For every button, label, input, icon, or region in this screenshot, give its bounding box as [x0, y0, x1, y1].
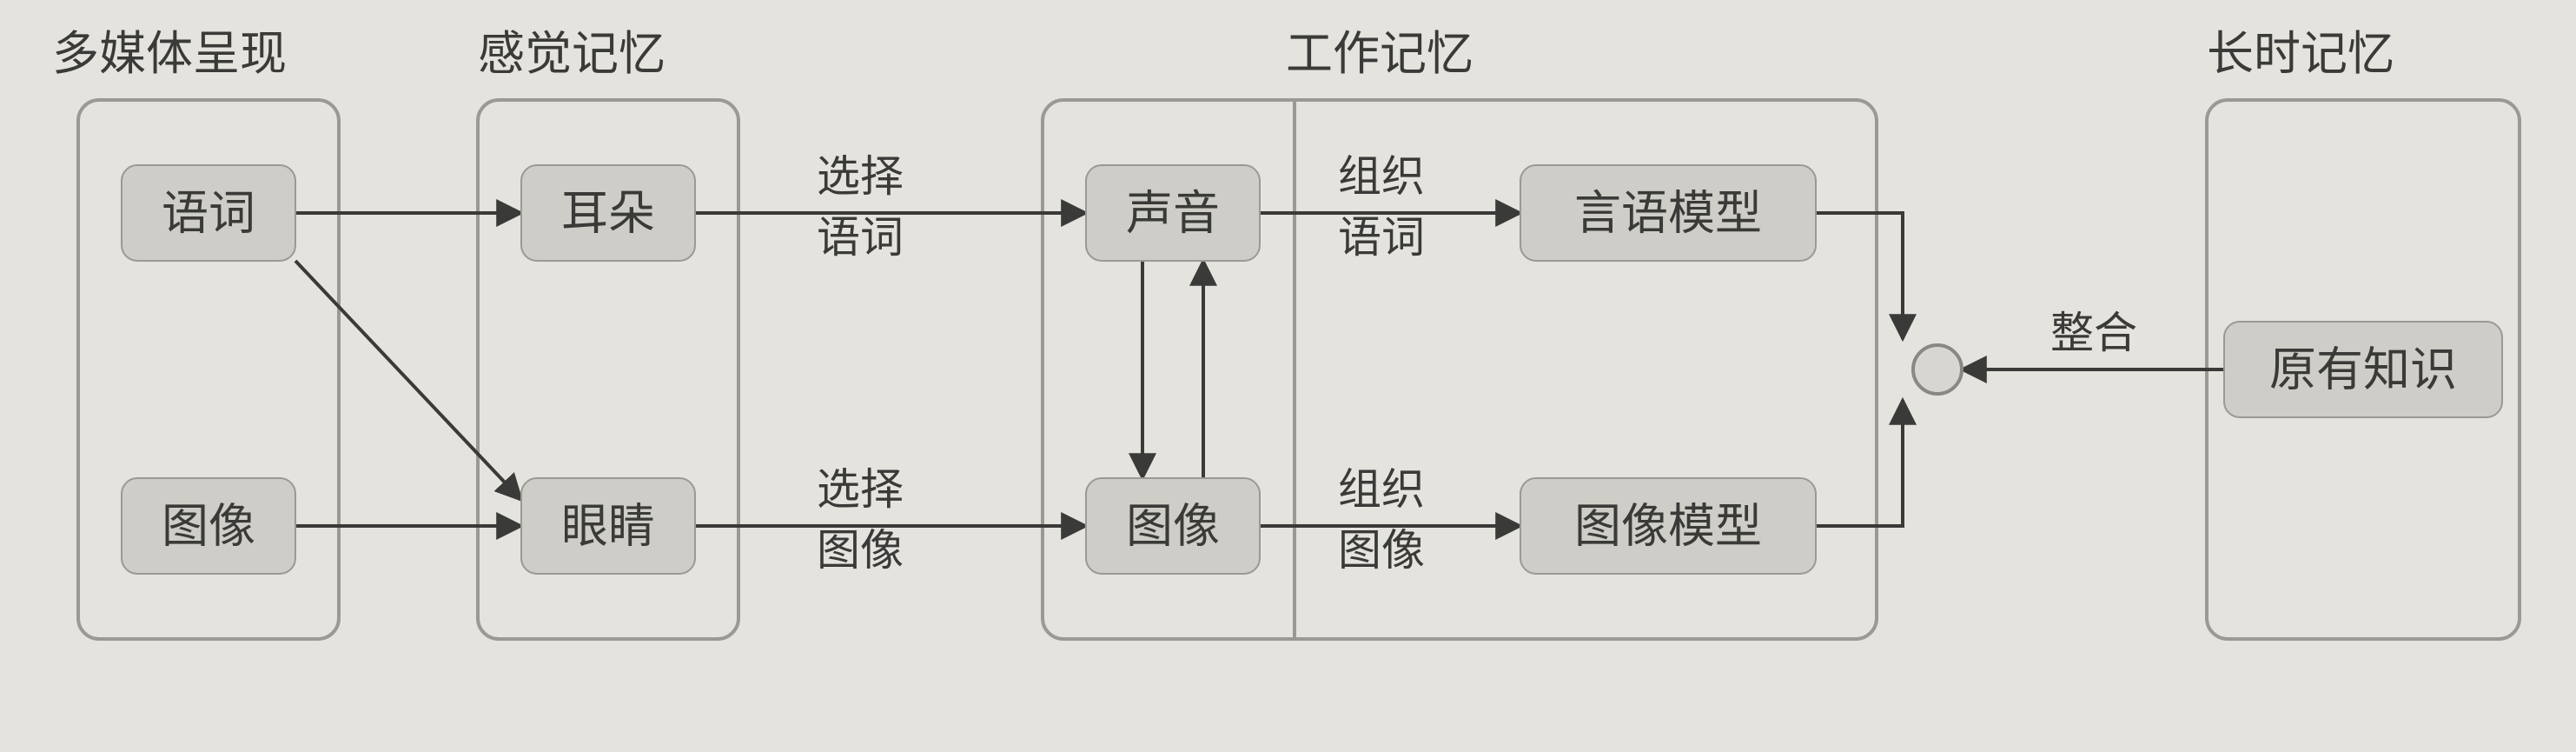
- node-words: 语词: [122, 165, 295, 261]
- node-wk_image: 图像: [1086, 478, 1260, 574]
- group-presentation-title: 多媒体呈现: [52, 28, 287, 80]
- node-verbal_mdl-label: 言语模型: [1574, 187, 1762, 239]
- node-image_mdl: 图像模型: [1520, 478, 1816, 574]
- edge-sound-to-verbal_mdl-label1: 组织: [1338, 152, 1425, 201]
- edge-wk_image-to-image_mdl-label1: 组织: [1338, 465, 1425, 514]
- edge-ears-to-sound-label1: 选择: [817, 152, 904, 201]
- node-ears-label: 耳朵: [561, 187, 655, 239]
- edge-eyes-to-wk_image-label1: 选择: [817, 465, 904, 514]
- integration-node: [1913, 345, 1962, 394]
- node-verbal_mdl: 言语模型: [1520, 165, 1816, 261]
- edge-wk_image-to-image_mdl-label2: 图像: [1338, 526, 1425, 575]
- node-eyes: 眼睛: [521, 478, 695, 574]
- node-sound-label: 声音: [1126, 187, 1220, 239]
- edge-eyes-to-wk_image-label2: 图像: [817, 526, 904, 575]
- edge-sound-to-verbal_mdl-label2: 语词: [1338, 213, 1425, 262]
- edge-ears-to-sound-label2: 语词: [817, 213, 904, 262]
- edge-prior-to-circle-label1: 整合: [2050, 309, 2137, 357]
- node-images-label: 图像: [162, 500, 255, 552]
- edge-verbal_mdl-to-circle: [1816, 213, 1903, 339]
- edge-image_mdl-to-circle: [1816, 400, 1903, 526]
- node-wk_image-label: 图像: [1126, 500, 1220, 552]
- group-working-title: 工作记忆: [1286, 28, 1473, 80]
- flowchart-diagram: 多媒体呈现 感觉记忆 工作记忆 长时记忆 选择语词选择图像组织语词组织图像整合 …: [0, 0, 2576, 752]
- node-words-label: 语词: [162, 187, 255, 239]
- group-longterm-title: 长时记忆: [2207, 28, 2394, 80]
- node-images: 图像: [122, 478, 295, 574]
- group-sensory-title: 感觉记忆: [478, 28, 666, 80]
- node-image_mdl-label: 图像模型: [1574, 500, 1762, 552]
- node-prior: 原有知识: [2224, 322, 2502, 417]
- node-ears: 耳朵: [521, 165, 695, 261]
- node-sound: 声音: [1086, 165, 1260, 261]
- edge-words-to-eyes: [295, 261, 521, 500]
- node-prior-label: 原有知识: [2269, 343, 2457, 396]
- node-eyes-label: 眼睛: [561, 500, 655, 552]
